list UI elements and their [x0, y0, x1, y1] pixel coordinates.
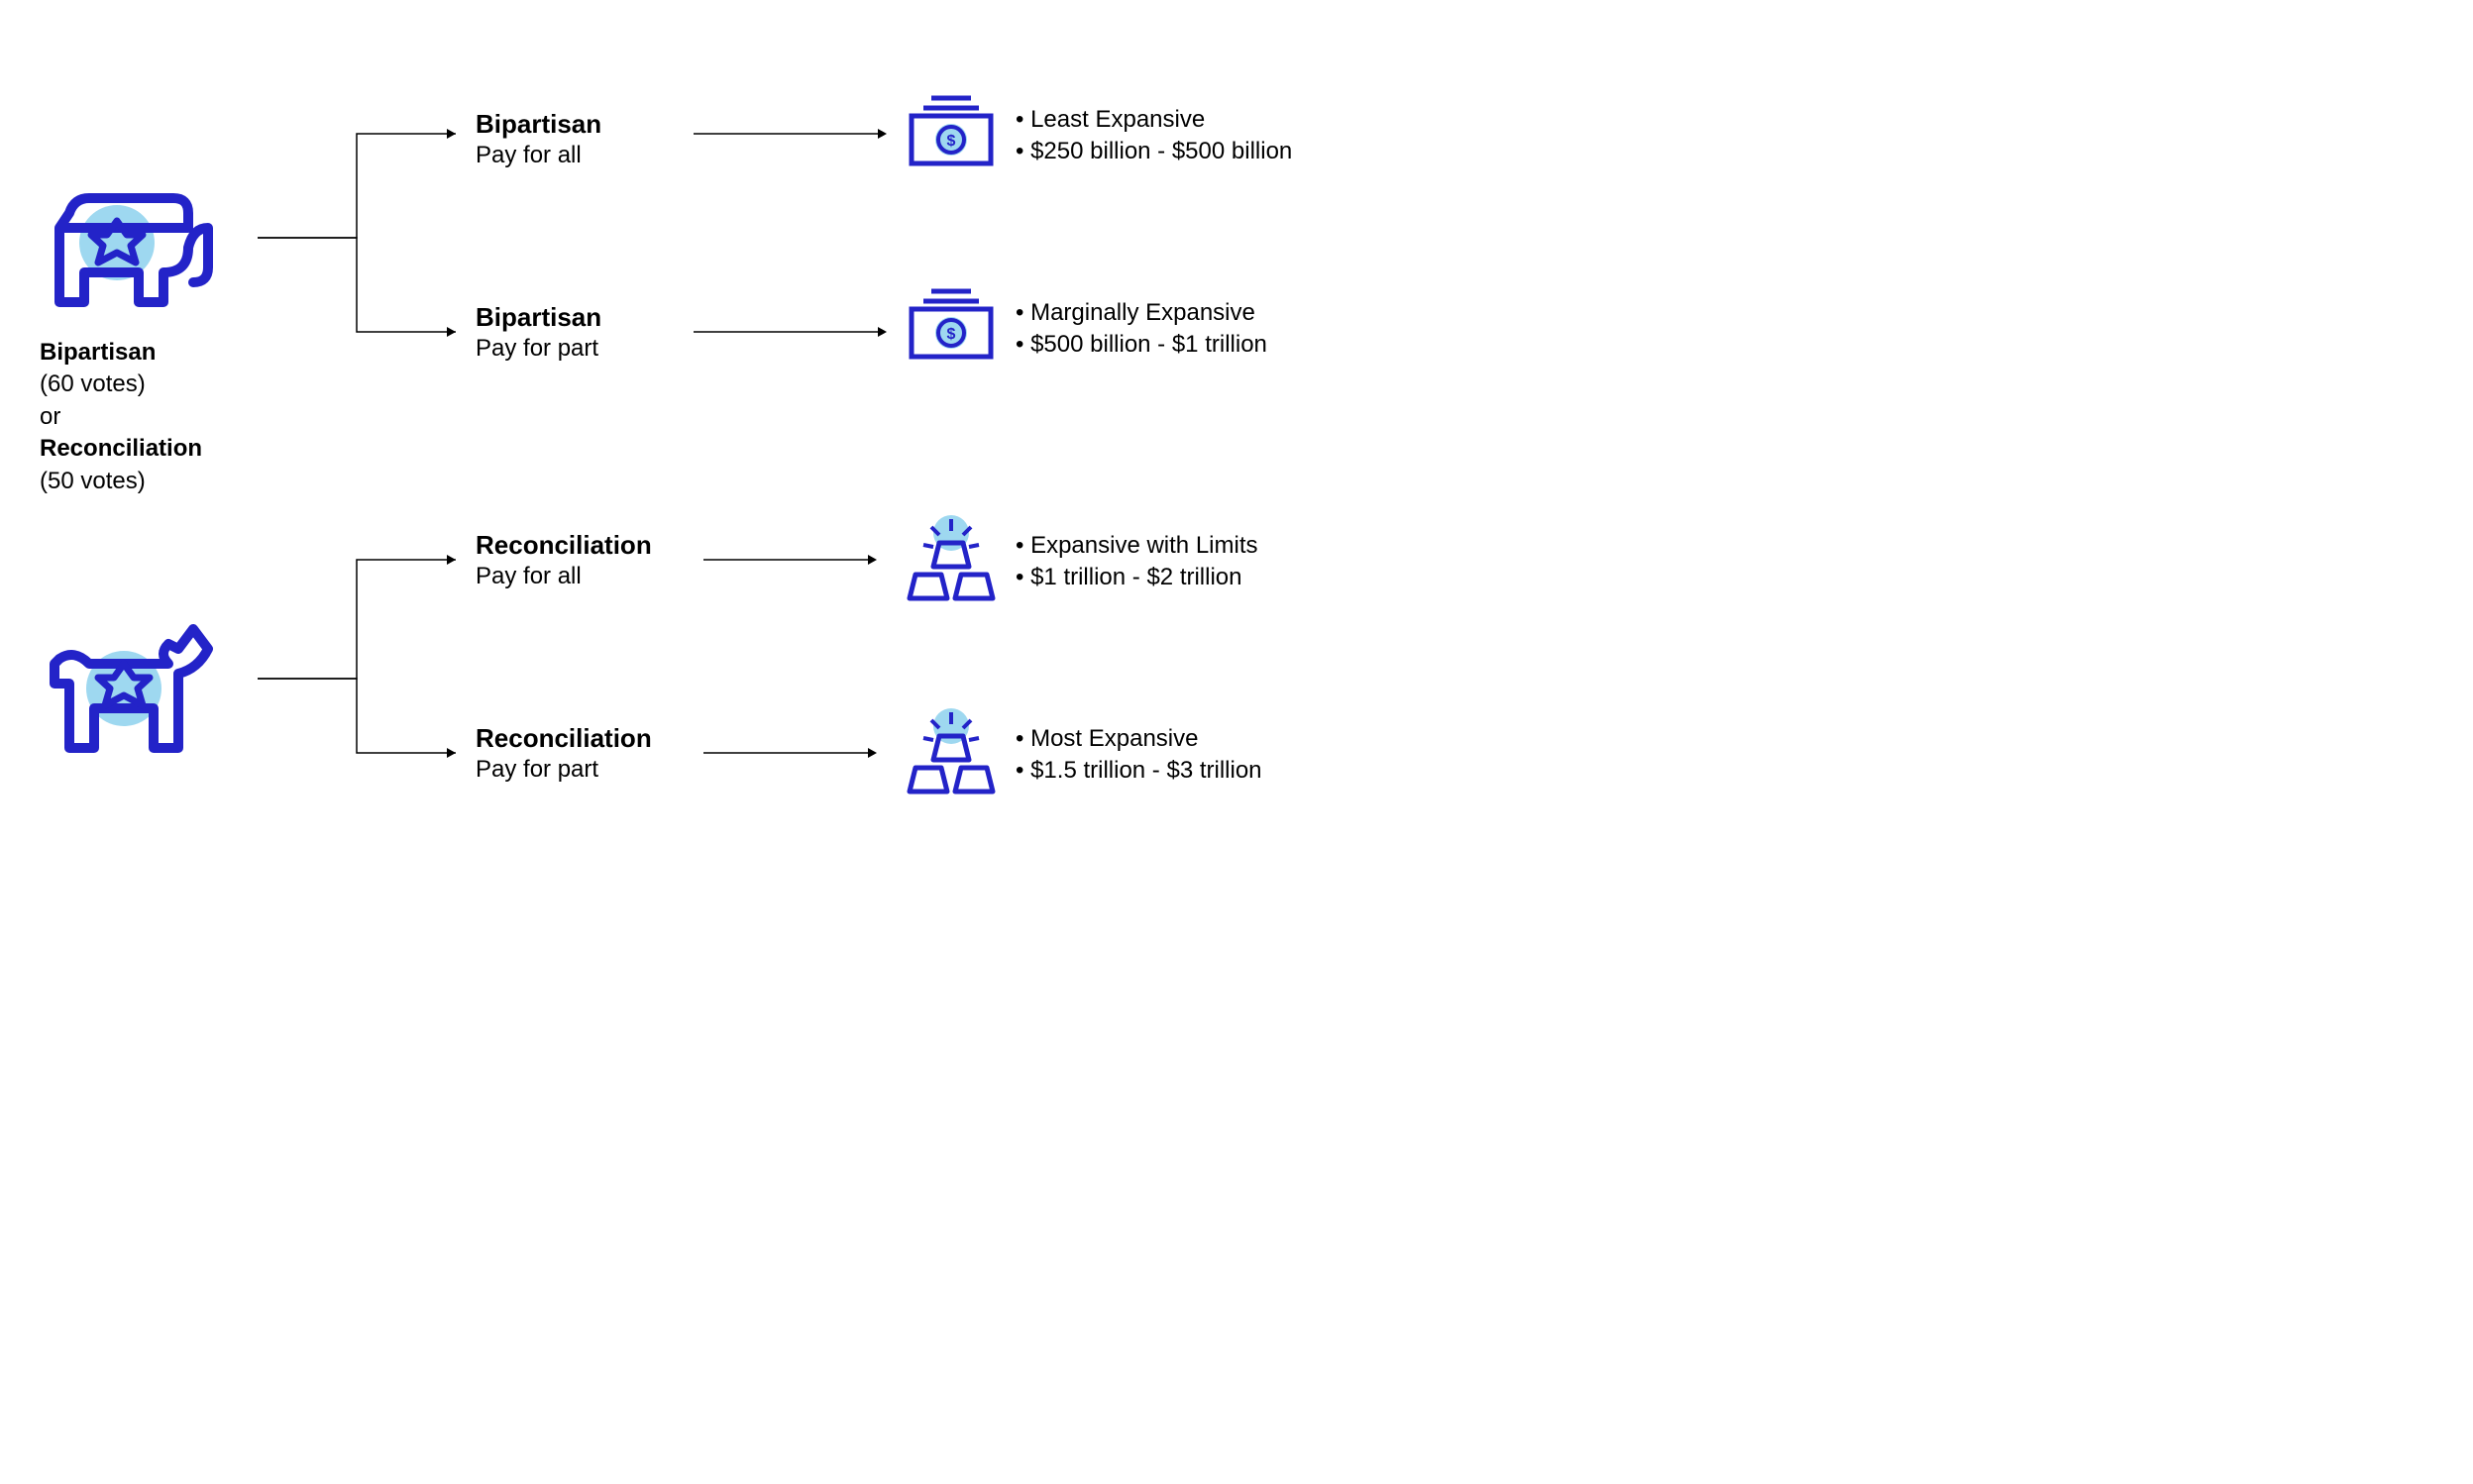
outcome-3: • Expansive with Limits • $1 trillion - … [1016, 530, 1432, 594]
branch-sub: Pay for part [476, 756, 694, 784]
bracket-top [258, 40, 466, 357]
bullet: • $1 trillion - $2 trillion [1016, 562, 1432, 593]
flowchart-diagram: Bipartisan (60 votes) or Reconciliation … [40, 40, 1427, 852]
money-icon-1: $ [902, 94, 1001, 173]
branch-3-label: Reconciliation Pay for all [476, 530, 694, 590]
root-line3: or [40, 401, 238, 433]
root-line5: (50 votes) [40, 466, 238, 497]
branch-sub: Pay for part [476, 335, 694, 363]
money-icon-2: $ [902, 287, 1001, 367]
root-line1: Bipartisan [40, 337, 238, 369]
root-line4: Reconciliation [40, 433, 238, 465]
bullet: • $250 billion - $500 billion [1016, 136, 1432, 167]
branch-4-label: Reconciliation Pay for part [476, 723, 694, 784]
outcome-1: • Least Expansive • $250 billion - $500 … [1016, 104, 1432, 168]
outcome-4: • Most Expansive • $1.5 trillion - $3 tr… [1016, 723, 1432, 788]
bullet: • Most Expansive [1016, 723, 1432, 755]
branch-title: Reconciliation [476, 723, 694, 754]
svg-text:$: $ [947, 133, 956, 150]
root-line2: (60 votes) [40, 369, 238, 400]
arrow-3 [703, 555, 877, 565]
bullet: • Expansive with Limits [1016, 530, 1432, 562]
branch-1-label: Bipartisan Pay for all [476, 109, 694, 169]
arrow-1 [694, 129, 887, 139]
bullet: • $1.5 trillion - $3 trillion [1016, 755, 1432, 787]
gold-icon-2 [902, 708, 1001, 788]
outcome-2: • Marginally Expansive • $500 billion - … [1016, 297, 1432, 362]
arrow-4 [703, 748, 877, 758]
donkey-icon [40, 614, 228, 763]
gold-icon-1 [902, 515, 1001, 594]
branch-sub: Pay for all [476, 142, 694, 169]
branch-title: Reconciliation [476, 530, 694, 561]
branch-sub: Pay for all [476, 563, 694, 590]
svg-text:$: $ [947, 326, 956, 343]
arrow-2 [694, 327, 887, 337]
bullet: • Least Expansive [1016, 104, 1432, 136]
elephant-icon [40, 173, 228, 322]
bullet: • $500 billion - $1 trillion [1016, 329, 1432, 361]
bracket-bottom [258, 466, 466, 783]
branch-title: Bipartisan [476, 302, 694, 333]
branch-2-label: Bipartisan Pay for part [476, 302, 694, 363]
branch-title: Bipartisan [476, 109, 694, 140]
bullet: • Marginally Expansive [1016, 297, 1432, 329]
root-label: Bipartisan (60 votes) or Reconciliation … [40, 337, 238, 497]
